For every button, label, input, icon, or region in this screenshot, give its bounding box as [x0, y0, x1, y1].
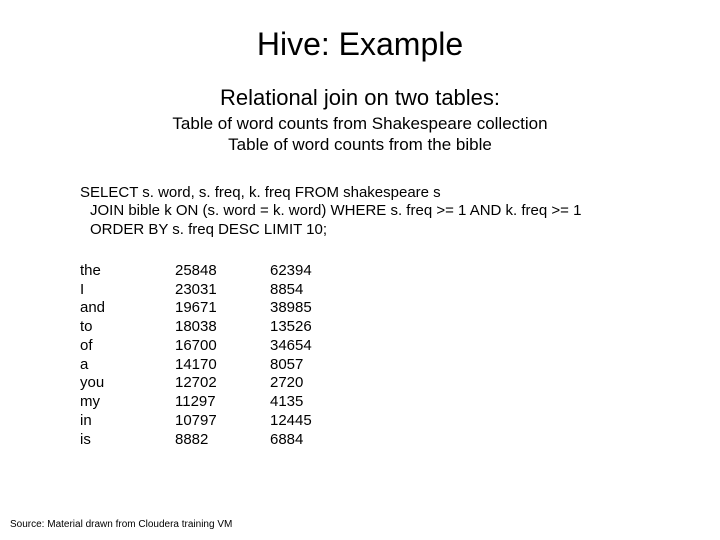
cell-sfreq: 23031	[175, 281, 270, 300]
source-note: Source: Material drawn from Cloudera tra…	[10, 519, 232, 530]
cell-word: my	[80, 393, 175, 412]
cell-sfreq: 18038	[175, 318, 270, 337]
cell-word: you	[80, 374, 175, 393]
cell-word: I	[80, 281, 175, 300]
cell-word: a	[80, 356, 175, 375]
cell-word: is	[80, 431, 175, 450]
cell-kfreq: 12445	[270, 412, 365, 431]
cell-sfreq: 14170	[175, 356, 270, 375]
sql-line-1: SELECT s. word, s. freq, k. freq FROM sh…	[80, 184, 660, 203]
table-row: of 16700 34654	[80, 337, 365, 356]
cell-word: in	[80, 412, 175, 431]
cell-sfreq: 16700	[175, 337, 270, 356]
cell-kfreq: 13526	[270, 318, 365, 337]
cell-word: of	[80, 337, 175, 356]
table-row: to 18038 13526	[80, 318, 365, 337]
caption-line-1: Table of word counts from Shakespeare co…	[60, 113, 660, 134]
cell-kfreq: 6884	[270, 431, 365, 450]
cell-kfreq: 8854	[270, 281, 365, 300]
sql-block: SELECT s. word, s. freq, k. freq FROM sh…	[80, 184, 660, 240]
cell-kfreq: 4135	[270, 393, 365, 412]
table-row: I 23031 8854	[80, 281, 365, 300]
cell-word: to	[80, 318, 175, 337]
cell-sfreq: 25848	[175, 262, 270, 281]
subtitle: Relational join on two tables:	[60, 85, 660, 111]
table-row: my 11297 4135	[80, 393, 365, 412]
table-row: is 8882 6884	[80, 431, 365, 450]
page-title: Hive: Example	[60, 26, 660, 63]
cell-sfreq: 12702	[175, 374, 270, 393]
cell-sfreq: 10797	[175, 412, 270, 431]
table-row: a 14170 8057	[80, 356, 365, 375]
table-row: you 12702 2720	[80, 374, 365, 393]
sql-line-3: ORDER BY s. freq DESC LIMIT 10;	[80, 221, 660, 240]
table-row: the 25848 62394	[80, 262, 365, 281]
results-table-wrap: the 25848 62394 I 23031 8854 and 19671 3…	[80, 262, 660, 450]
cell-kfreq: 2720	[270, 374, 365, 393]
cell-sfreq: 8882	[175, 431, 270, 450]
results-table: the 25848 62394 I 23031 8854 and 19671 3…	[80, 262, 365, 450]
sql-line-2: JOIN bible k ON (s. word = k. word) WHER…	[80, 202, 660, 221]
cell-word: and	[80, 299, 175, 318]
cell-kfreq: 62394	[270, 262, 365, 281]
table-row: in 10797 12445	[80, 412, 365, 431]
slide: Hive: Example Relational join on two tab…	[0, 0, 720, 540]
cell-sfreq: 19671	[175, 299, 270, 318]
cell-word: the	[80, 262, 175, 281]
cell-sfreq: 11297	[175, 393, 270, 412]
cell-kfreq: 8057	[270, 356, 365, 375]
cell-kfreq: 34654	[270, 337, 365, 356]
table-row: and 19671 38985	[80, 299, 365, 318]
caption-line-2: Table of word counts from the bible	[60, 134, 660, 155]
cell-kfreq: 38985	[270, 299, 365, 318]
